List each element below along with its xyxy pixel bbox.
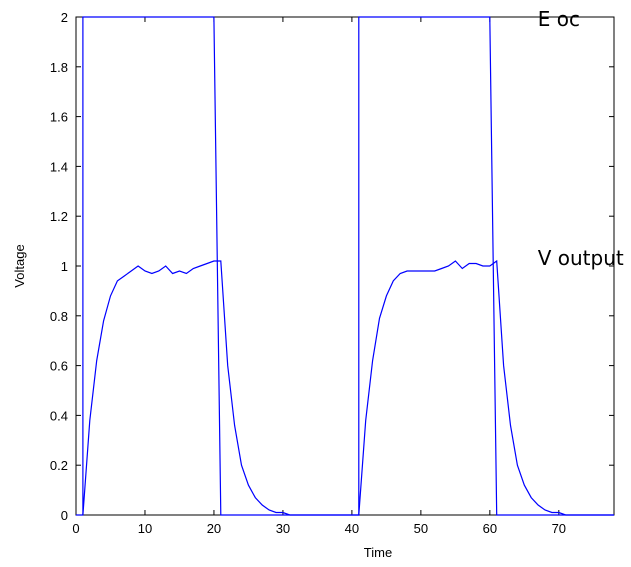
y-tick-label: 0.2 [50, 458, 68, 473]
y-tick-label: 1.2 [50, 209, 68, 224]
y-tick-label: 0.4 [50, 408, 68, 423]
series-line-v-output [82, 259, 614, 516]
x-axis: 0 10 20 30 40 50 60 70 [72, 17, 566, 536]
x-tick-label: 40 [345, 521, 359, 536]
annotation-e-oc: E oc [538, 7, 580, 31]
y-tick-label: 2 [61, 10, 68, 25]
x-tick-label: 0 [72, 521, 79, 536]
y-tick-label: 1.4 [50, 159, 68, 174]
x-tick-label: 10 [138, 521, 152, 536]
y-tick-label: 0 [61, 508, 68, 523]
y-axis: 0 0.2 0.4 0.6 0.8 1 1.2 1.4 1.6 1.8 2 [50, 10, 614, 523]
y-tick-label: 1 [61, 259, 68, 274]
annotation-v-output: V output [538, 246, 624, 270]
x-tick-label: 70 [552, 521, 566, 536]
y-axis-label: Voltage [12, 244, 27, 287]
y-tick-label: 0.6 [50, 359, 68, 374]
y-tick-label: 1.8 [50, 60, 68, 75]
y-tick-label: 1.6 [50, 110, 68, 125]
y-tick-label: 0.8 [50, 309, 68, 324]
plot-area [75, 16, 615, 516]
x-tick-label: 20 [207, 521, 221, 536]
series-layer [76, 16, 614, 516]
x-tick-label: 50 [414, 521, 428, 536]
x-tick-label: 30 [276, 521, 290, 536]
x-axis-label: Time [364, 545, 392, 560]
x-tick-label: 60 [483, 521, 497, 536]
